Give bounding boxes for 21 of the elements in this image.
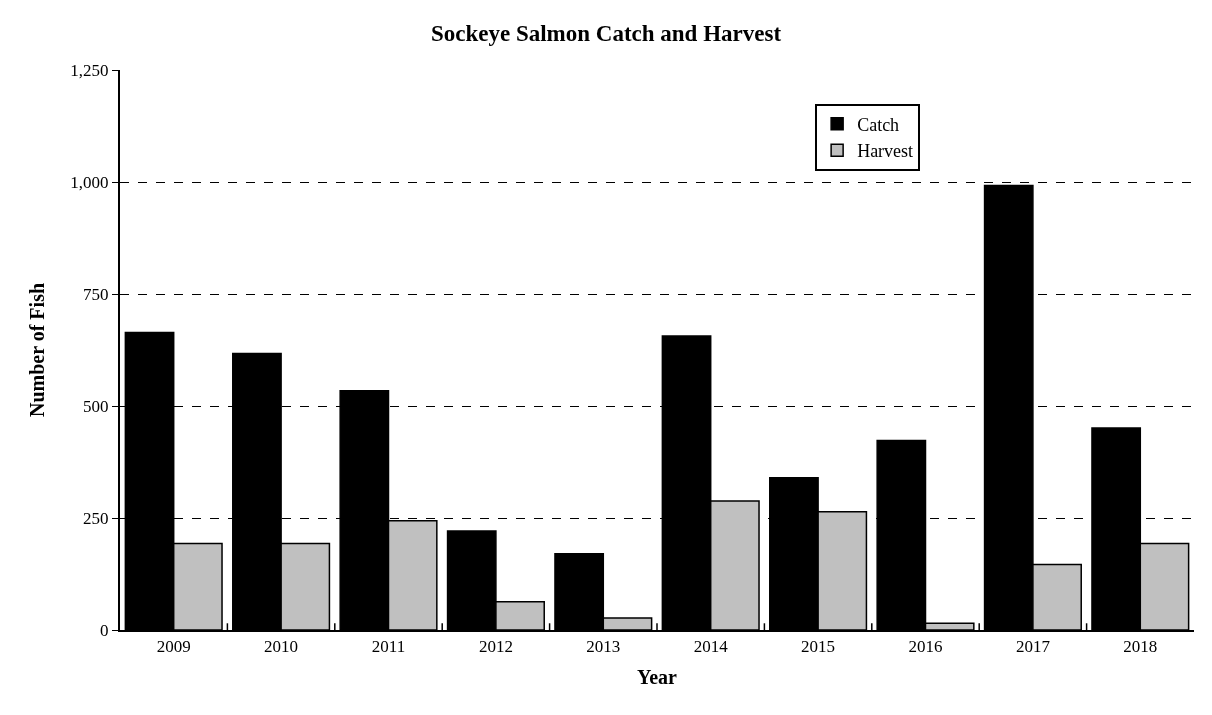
y-tick-label: 750 (83, 284, 109, 304)
x-tick-label: 2014 (693, 637, 729, 657)
chart-title: Sockeye Salmon Catch and Harvest (430, 21, 782, 47)
y-axis-title: Number of Fish (26, 282, 49, 418)
x-tick-label: 2017 (1015, 637, 1051, 657)
y-tick-label: 1,000 (70, 172, 109, 192)
y-tick-label: 250 (83, 508, 109, 528)
x-tick-label: 2016 (908, 637, 943, 657)
x-tick-label: 2015 (801, 637, 836, 657)
x-axis-title: Year (637, 666, 678, 689)
x-tick-label: 2009 (156, 637, 191, 657)
x-tick-label: 2011 (371, 637, 406, 657)
x-tick-label: 2012 (478, 637, 513, 657)
x-tick-label: 2013 (586, 637, 621, 657)
y-tick-label: 500 (83, 396, 109, 416)
x-tick-label: 2018 (1123, 637, 1158, 657)
legend-label: Catch (857, 114, 900, 135)
legend-label: Harvest (857, 141, 914, 162)
y-tick-label: 1,250 (70, 60, 109, 80)
x-tick-label: 2010 (264, 637, 299, 657)
y-tick-label: 0 (100, 620, 109, 640)
